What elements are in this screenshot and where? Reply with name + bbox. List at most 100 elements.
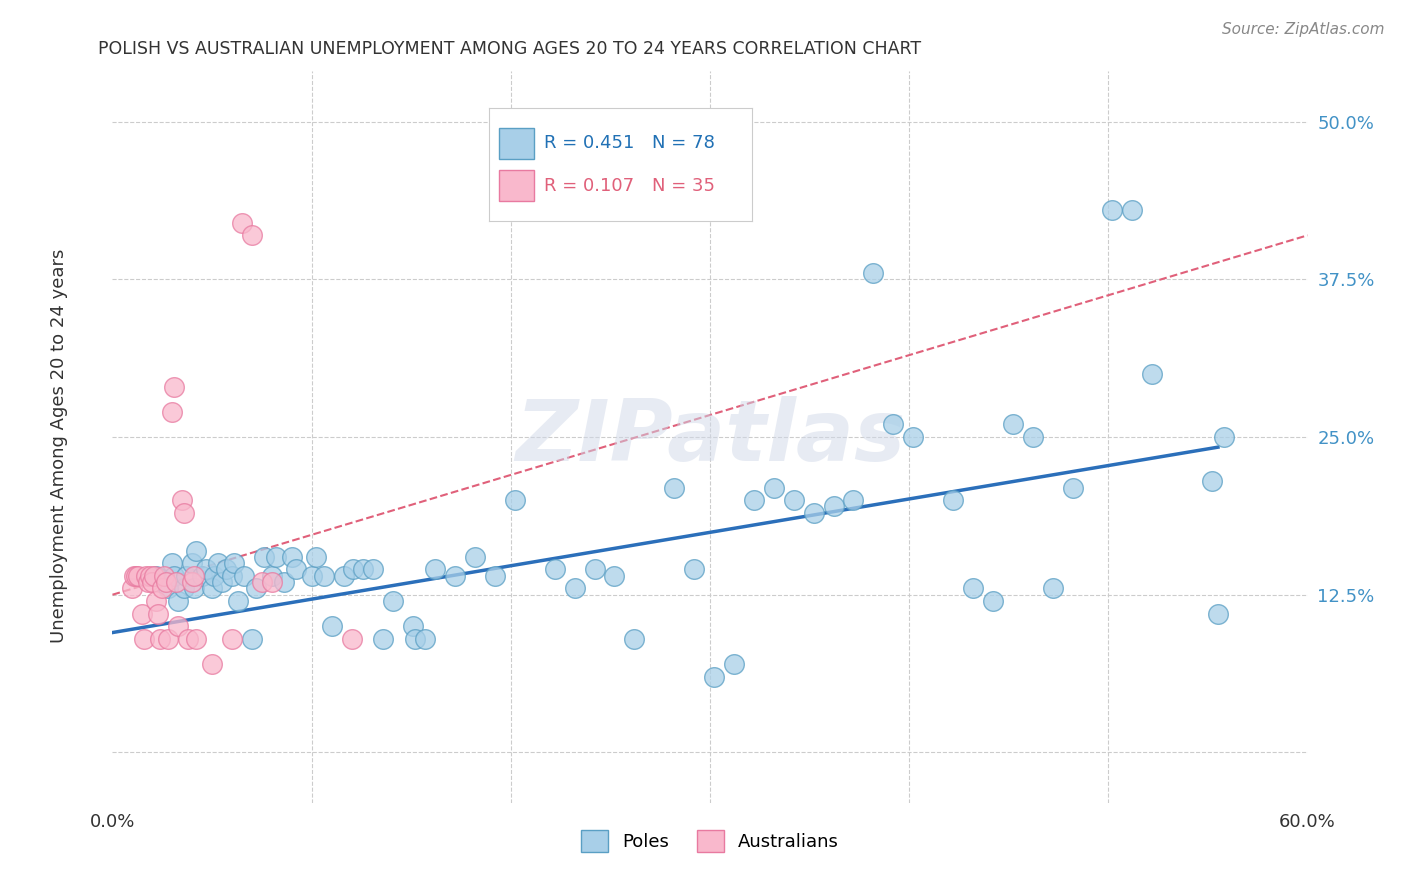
Point [503,493,526,508]
Point [312,569,335,583]
Point [321,619,343,633]
Point [233,569,256,583]
Point [145,569,167,583]
Point [1101,203,1123,218]
Point [342,562,364,576]
Point [177,632,200,646]
Point [301,569,323,583]
Point [167,619,190,633]
Point [231,216,253,230]
Point [281,549,304,564]
Point [260,569,283,583]
Point [167,594,190,608]
Point [803,506,825,520]
Point [404,632,426,646]
Point [195,562,218,576]
Point [543,562,565,576]
Point [981,594,1004,608]
Point [173,582,195,596]
Point [382,594,405,608]
Point [240,228,263,243]
Point [157,582,180,596]
Point [962,582,984,596]
Point [340,632,363,646]
Point [141,575,163,590]
Point [484,569,506,583]
Point [202,569,225,583]
Point [186,632,208,646]
Point [1201,474,1223,488]
Point [253,549,276,564]
Point [127,569,149,583]
Point [373,632,395,646]
Point [245,582,267,596]
Point [1206,607,1229,621]
Point [186,543,208,558]
Point [842,493,865,508]
Point [143,569,166,583]
Point [153,569,176,583]
Point [139,569,162,583]
Point [862,266,884,280]
Point [260,575,283,590]
Point [157,632,180,646]
Point [664,481,686,495]
Point [903,430,925,444]
Point [163,569,186,583]
Point [240,632,263,646]
Point [155,575,177,590]
Point [138,575,160,590]
Point [264,549,287,564]
Point [464,549,486,564]
Point [165,575,187,590]
Point [134,632,156,646]
Point [183,569,205,583]
Point [425,562,447,576]
Point [413,632,436,646]
Point [201,582,224,596]
Point [783,493,806,508]
Point [273,575,295,590]
Point [181,575,204,590]
Point [121,582,143,596]
Point [623,632,645,646]
Point [211,575,233,590]
Point [173,506,195,520]
Legend: Poles, Australians: Poles, Australians [574,823,846,860]
Point [1213,430,1236,444]
Text: Unemployment Among Ages 20 to 24 years: Unemployment Among Ages 20 to 24 years [51,249,67,643]
Point [162,556,183,570]
Point [145,594,167,608]
Point [742,493,765,508]
Point [221,569,243,583]
Point [150,582,173,596]
Point [1001,417,1024,432]
Point [131,607,153,621]
Point [402,619,425,633]
Point [1022,430,1045,444]
Text: Source: ZipAtlas.com: Source: ZipAtlas.com [1222,22,1385,37]
Point [149,632,172,646]
Point [882,417,904,432]
Point [564,582,586,596]
Point [201,657,224,671]
Text: POLISH VS AUSTRALIAN UNEMPLOYMENT AMONG AGES 20 TO 24 YEARS CORRELATION CHART: POLISH VS AUSTRALIAN UNEMPLOYMENT AMONG … [98,40,921,58]
Text: ZIPatlas: ZIPatlas [515,395,905,479]
Point [1042,582,1064,596]
Point [148,607,170,621]
Point [723,657,745,671]
Point [332,569,354,583]
Point [823,500,845,514]
Point [163,379,186,393]
Point [305,549,328,564]
Point [1062,481,1084,495]
Point [183,582,205,596]
Point [703,670,725,684]
Point [444,569,467,583]
Point [1142,367,1164,381]
Point [221,632,243,646]
Point [162,405,183,419]
Point [174,569,197,583]
Point [942,493,965,508]
Point [353,562,375,576]
